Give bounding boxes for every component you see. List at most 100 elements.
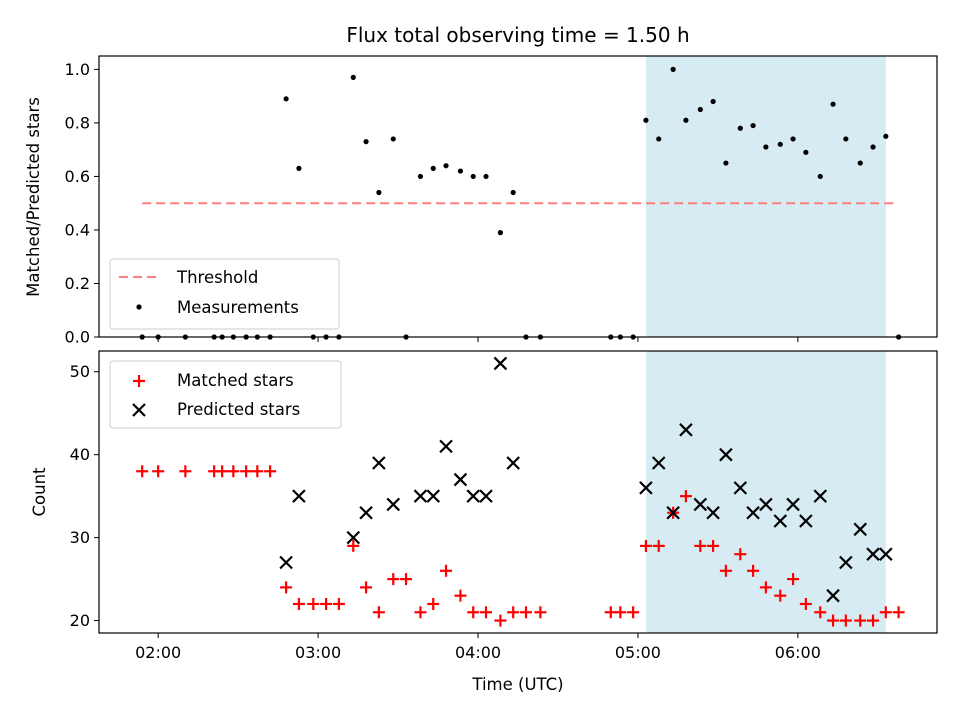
predicted-star-point [359, 505, 373, 520]
counts-y-axis-label: Count [30, 467, 49, 517]
matched-star-point [639, 539, 652, 552]
x-tick-label: 04:00 [455, 643, 501, 662]
measurement-point [763, 144, 769, 150]
predicted-star-point [853, 522, 868, 537]
ratio-observing-window [645, 56, 886, 337]
predicted-star-stroke [386, 497, 401, 512]
measurement-point [790, 136, 796, 142]
legend-measurements-label: Measurements [177, 298, 299, 317]
predicted-star-point [346, 530, 361, 545]
predicted-star-point [759, 497, 773, 512]
predicted-star-point [666, 505, 680, 520]
matched-star-point [534, 606, 547, 619]
matched-star-point [854, 614, 867, 627]
matched-star-point [414, 606, 427, 619]
predicted-star-stroke [479, 489, 493, 503]
measurement-point [470, 173, 476, 180]
ratio-y-tick-label: 1.0 [65, 60, 90, 79]
predicted-star-stroke [666, 505, 680, 520]
measurement-point [857, 160, 863, 166]
predicted-star-point [733, 481, 748, 495]
matched-star-point [814, 606, 827, 619]
legend-measurements-swatch [136, 304, 142, 310]
predicted-star-stroke [346, 530, 361, 545]
measurement-point [803, 149, 809, 155]
counts-legend: Matched stars Predicted stars [109, 360, 342, 429]
predicted-star-stroke [439, 439, 453, 454]
predicted-star-point [746, 505, 760, 520]
counts-y-tick-label: 40 [70, 445, 90, 464]
matched-star-point [519, 606, 532, 619]
counts-panel: 20 30 40 50 02:00 03:00 04:00 05:00 06:00 Count… [30, 350, 938, 694]
predicted-star-point [693, 497, 708, 512]
predicted-star-point [706, 505, 720, 520]
predicted-star-point [719, 447, 733, 462]
measurement-point [430, 165, 436, 171]
ratio-y-tick-label: 0.6 [65, 167, 90, 186]
matched-star-point [280, 581, 293, 594]
ratio-y-tick-label: 0.4 [65, 220, 90, 239]
predicted-star-stroke [493, 356, 508, 371]
measurement-point [723, 160, 729, 166]
matched-star-point [400, 573, 413, 586]
counts-y-tick-label: 20 [70, 611, 90, 630]
measurement-point [510, 189, 516, 196]
predicted-star-point [879, 547, 893, 561]
predicted-star-stroke [372, 456, 386, 470]
matched-star-point [707, 539, 720, 552]
legend-matched-label: Matched stars [177, 371, 294, 390]
measurement-point [363, 139, 369, 145]
ratio-legend-box [109, 258, 340, 330]
matched-star-point [719, 564, 732, 577]
predicted-star-point [493, 356, 508, 371]
matched-star-point [240, 465, 253, 478]
matched-star-point [264, 465, 277, 478]
predicted-star-stroke [679, 423, 693, 437]
predicted-star-point [426, 489, 441, 503]
measurement-point [497, 230, 504, 236]
matched-star-point [136, 465, 149, 478]
legend-threshold-label: Threshold [176, 268, 258, 287]
matched-star-point [480, 606, 493, 619]
ratio-y-ticks: 0.0 0.2 0.4 0.6 0.8 1.0 [65, 60, 99, 347]
matched-star-point [332, 597, 345, 610]
predicted-star-point [866, 547, 880, 561]
matched-star-point [867, 614, 880, 627]
measurement-point [870, 144, 876, 150]
matched-star-point [774, 589, 787, 602]
predicted-star-point [839, 555, 853, 570]
measurement-point [830, 101, 836, 107]
measurement-point [656, 136, 662, 142]
predicted-star-stroke [426, 489, 441, 503]
predicted-star-stroke [453, 472, 468, 487]
predicted-star-point [773, 514, 788, 528]
predicted-star-stroke [292, 489, 306, 503]
predicted-star-point [679, 423, 693, 437]
predicted-star-stroke [866, 547, 880, 561]
matched-star-point [467, 606, 480, 619]
predicted-star-stroke [359, 505, 373, 520]
matched-star-point [320, 597, 333, 610]
matched-star-point [307, 597, 320, 610]
measurement-point [643, 117, 649, 123]
x-tick-label: 06:00 [775, 643, 821, 662]
measurement-point [683, 117, 689, 123]
matched-star-point [427, 597, 440, 610]
matched-star-point [799, 597, 812, 610]
predicted-star-point [292, 489, 306, 503]
predicted-star-stroke [733, 481, 748, 495]
predicted-star-stroke [506, 456, 520, 470]
predicted-star-stroke [466, 489, 480, 503]
measurement-point [296, 165, 302, 171]
predicted-star-point [651, 456, 666, 470]
matched-star-point [454, 589, 467, 602]
matched-star-point [216, 465, 229, 478]
x-tick-label: 03:00 [295, 643, 341, 662]
counts-x-ticks: 02:00 03:00 04:00 05:00 06:00 [135, 633, 821, 662]
predicted-star-point [372, 456, 386, 470]
measurement-point [390, 136, 396, 142]
legend-predicted-swatch [132, 403, 146, 417]
measurement-point [843, 136, 849, 142]
measurement-point [737, 125, 743, 131]
predicted-star-point [439, 439, 453, 454]
